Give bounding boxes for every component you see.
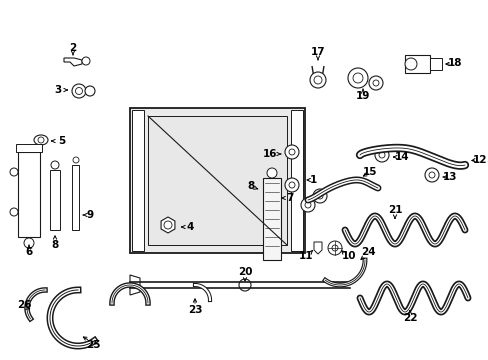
Circle shape	[285, 145, 298, 159]
Text: 8: 8	[247, 181, 254, 191]
Text: 12: 12	[472, 155, 486, 165]
Circle shape	[327, 241, 341, 255]
Circle shape	[352, 73, 362, 83]
Circle shape	[305, 202, 310, 208]
Circle shape	[72, 84, 86, 98]
Circle shape	[266, 168, 276, 178]
Text: 22: 22	[402, 313, 416, 323]
Circle shape	[424, 168, 438, 182]
Bar	[18, 152, 40, 237]
Circle shape	[312, 189, 326, 203]
Circle shape	[285, 178, 298, 192]
Text: 15: 15	[362, 167, 376, 177]
Bar	[50, 170, 60, 230]
Polygon shape	[161, 217, 175, 233]
Bar	[72, 165, 79, 230]
Circle shape	[10, 208, 18, 216]
Text: 26: 26	[17, 300, 31, 310]
Ellipse shape	[34, 135, 48, 145]
Text: 21: 21	[387, 205, 402, 215]
Circle shape	[85, 86, 95, 96]
Text: 2: 2	[69, 43, 77, 53]
Circle shape	[163, 221, 172, 229]
Circle shape	[38, 137, 44, 143]
Circle shape	[309, 72, 325, 88]
Circle shape	[75, 87, 82, 94]
Text: 13: 13	[442, 172, 456, 182]
Circle shape	[51, 161, 59, 169]
Circle shape	[288, 182, 294, 188]
Circle shape	[374, 148, 388, 162]
Bar	[132, 110, 143, 251]
Text: 23: 23	[187, 305, 202, 315]
Circle shape	[10, 168, 18, 176]
Circle shape	[331, 245, 337, 251]
Text: 8: 8	[51, 240, 59, 250]
Text: 1: 1	[309, 175, 316, 185]
Circle shape	[372, 80, 378, 86]
Circle shape	[368, 76, 382, 90]
Text: 9: 9	[86, 210, 93, 220]
Text: 20: 20	[237, 267, 252, 277]
Circle shape	[313, 76, 321, 84]
Circle shape	[24, 238, 34, 248]
Circle shape	[428, 172, 434, 178]
Circle shape	[378, 152, 384, 158]
Text: 25: 25	[85, 340, 100, 350]
Bar	[148, 116, 286, 245]
Bar	[263, 178, 281, 260]
Polygon shape	[313, 242, 321, 254]
Circle shape	[288, 149, 294, 155]
Text: 5: 5	[58, 136, 65, 146]
Text: 18: 18	[447, 58, 461, 68]
Bar	[429, 58, 441, 70]
Circle shape	[316, 193, 323, 199]
Text: 14: 14	[394, 152, 408, 162]
Text: 3: 3	[54, 85, 61, 95]
Circle shape	[239, 279, 250, 291]
Bar	[404, 55, 429, 73]
Text: 7: 7	[286, 193, 293, 203]
Polygon shape	[130, 275, 140, 295]
Bar	[130, 108, 305, 253]
Text: 11: 11	[298, 251, 313, 261]
Bar	[16, 144, 42, 152]
Text: 10: 10	[341, 251, 356, 261]
Bar	[290, 110, 303, 251]
Text: 19: 19	[355, 91, 369, 101]
Text: 6: 6	[25, 247, 33, 257]
Circle shape	[404, 58, 416, 70]
Text: 24: 24	[360, 247, 375, 257]
Circle shape	[82, 57, 90, 65]
Circle shape	[301, 198, 314, 212]
Polygon shape	[64, 58, 82, 66]
Text: 17: 17	[310, 47, 325, 57]
Text: 16: 16	[262, 149, 277, 159]
Circle shape	[347, 68, 367, 88]
Circle shape	[73, 157, 79, 163]
Text: 4: 4	[186, 222, 193, 232]
